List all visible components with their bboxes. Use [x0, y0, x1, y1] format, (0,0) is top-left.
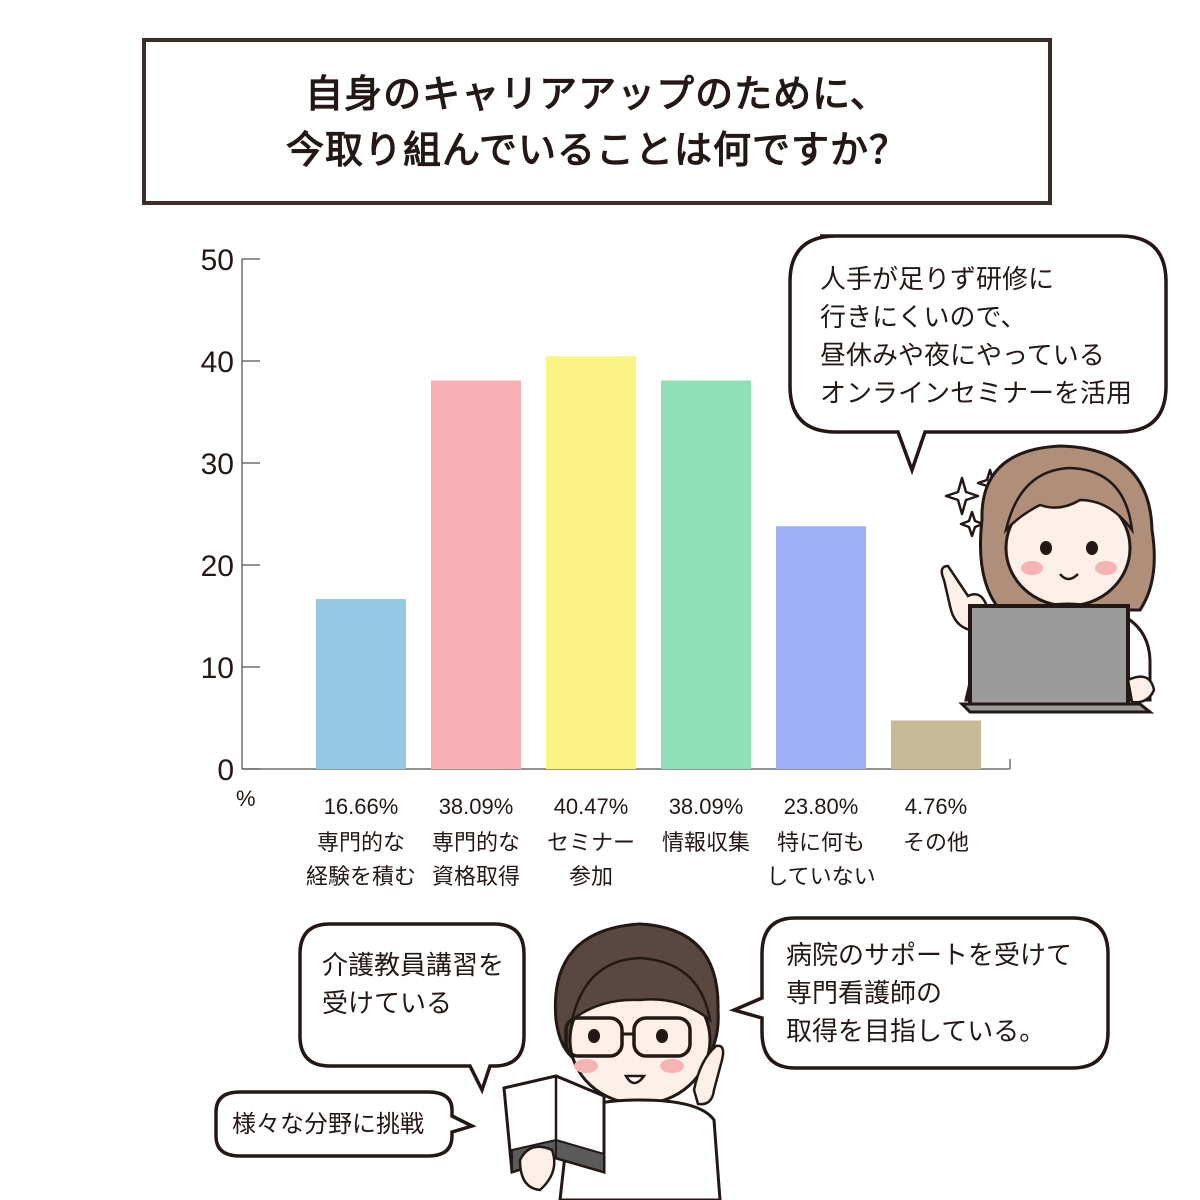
bubble-right [728, 916, 1110, 1070]
category-label: 参加 [569, 865, 613, 890]
title-line-1: 自身のキャリアアップのために、 [305, 71, 889, 116]
category-label: 特に何も [777, 831, 865, 856]
bubble-top-right-line-1: 人手が足りず研修に [820, 265, 1055, 295]
bubble-top-right-line-2: 行きにくいので、 [820, 303, 1027, 333]
bubble-top-right-line-3: 昼休みや夜にやっている [820, 341, 1105, 371]
nurse-laptop-illustration [940, 444, 1156, 714]
category-label: 専門的な [432, 831, 520, 856]
y-tick-label: 10 [201, 652, 234, 685]
category-label: 専門的な [317, 831, 405, 856]
y-tick-label: 20 [201, 550, 234, 583]
category-label: 経験を積む [306, 865, 416, 890]
bar-value-label: 38.09% [439, 794, 514, 819]
category-label: セミナー [547, 831, 635, 856]
bar-value-label: 23.80% [784, 794, 859, 819]
bubble-left-line-1: 介護教員講習を [322, 951, 505, 981]
bubble-bottom-left-line-1: 様々な分野に挑戦 [232, 1110, 424, 1138]
y-tick-label: 0 [217, 754, 234, 787]
bar [431, 380, 521, 769]
bar-value-label: 4.76% [905, 794, 967, 819]
bar-value-label: 40.47% [554, 794, 629, 819]
title-box: 自身のキャリアアップのために、 今取り組んでいることは何ですか？ [142, 38, 1052, 205]
bar-value-label: 16.66% [324, 794, 399, 819]
title-line-2: 今取り組んでいることは何ですか？ [285, 127, 909, 172]
nurse-book-illustration [502, 922, 725, 1200]
y-tick-label: 40 [201, 346, 234, 379]
category-label: 情報収集 [662, 831, 750, 856]
bar [546, 356, 636, 769]
bubble-right-line-2: 専門看護師の [786, 979, 943, 1009]
bar-value-label: 38.09% [669, 794, 744, 819]
bar [776, 526, 866, 769]
category-label: していない [766, 865, 875, 890]
bubble-bottom-left [214, 1090, 477, 1158]
bubble-left [298, 922, 526, 1095]
bar [891, 720, 981, 769]
bubble-left-line-2: 受けている [322, 989, 453, 1019]
bar [661, 380, 751, 769]
category-label: 資格取得 [432, 865, 520, 890]
y-axis-unit-label: % [236, 786, 256, 811]
bubble-right-line-3: 取得を目指している。 [786, 1017, 1046, 1047]
category-label: その他 [903, 831, 969, 856]
y-tick-label: 30 [201, 448, 234, 481]
bubble-right-line-1: 病院のサポートを受けて [786, 941, 1073, 971]
bubble-top-right [788, 234, 1168, 476]
y-tick-label: 50 [201, 244, 234, 277]
bar [316, 599, 406, 769]
bubble-top-right-line-4: オンラインセミナーを活用 [820, 379, 1133, 409]
